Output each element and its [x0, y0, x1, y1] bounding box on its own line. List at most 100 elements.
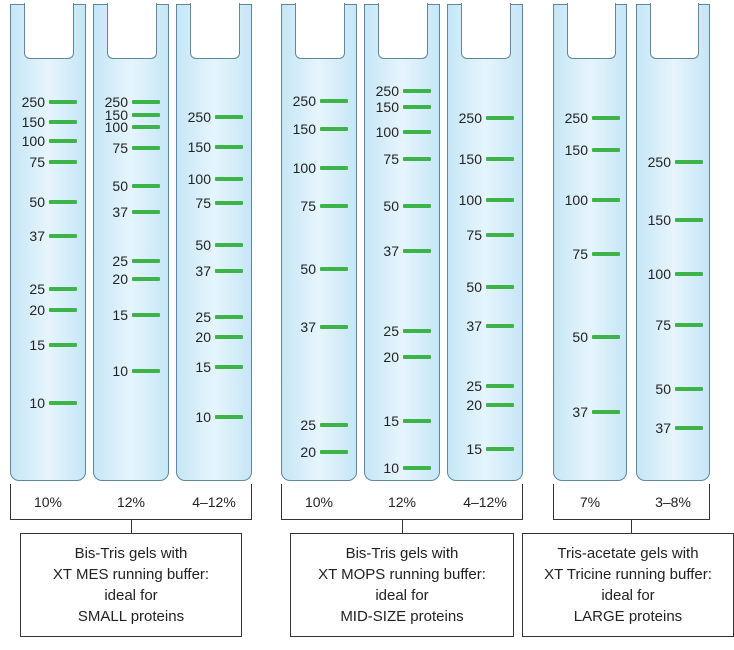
gel-percentage-label: 10% — [33, 494, 63, 510]
marker-size-label: 20 — [383, 349, 399, 366]
marker-size-label: 37 — [29, 227, 45, 244]
marker-band — [132, 369, 160, 374]
marker-size-label: 20 — [466, 397, 482, 414]
ladder-marker: 100 — [179, 172, 243, 186]
ladder-marker: 50 — [367, 199, 431, 213]
description-line: Tris-acetate gels with — [557, 545, 699, 562]
ladder-marker: 75 — [450, 228, 514, 242]
marker-band — [592, 148, 620, 152]
ladder-marker: 250 — [556, 111, 620, 125]
marker-size-label: 100 — [21, 132, 45, 149]
ladder-marker: 25 — [13, 282, 77, 296]
marker-band — [320, 166, 348, 171]
gel-well — [190, 3, 240, 59]
marker-size-label: 10 — [29, 394, 45, 411]
marker-band — [49, 233, 77, 238]
marker-size-label: 37 — [112, 204, 128, 221]
marker-band — [320, 266, 348, 271]
marker-size-label: 50 — [112, 177, 128, 194]
marker-size-label: 15 — [383, 412, 399, 429]
ladder-marker: 10 — [367, 461, 431, 475]
gel-lane: 250 150 100 75 50 37 25 20 — [281, 3, 357, 481]
marker-band — [320, 127, 348, 132]
ladder-marker: 75 — [284, 199, 348, 213]
gel-well — [461, 3, 511, 59]
marker-band — [215, 200, 243, 205]
ladder-marker: 150 — [179, 140, 243, 154]
marker-size-label: 250 — [458, 110, 482, 127]
ladder-marker: 75 — [639, 318, 703, 332]
marker-band — [403, 465, 431, 470]
marker-size-label: 150 — [375, 99, 399, 116]
marker-band — [49, 200, 77, 205]
marker-size-label: 10 — [112, 363, 128, 380]
ladder-marker: 250 — [179, 110, 243, 124]
marker-band — [486, 403, 514, 408]
marker-size-label: 37 — [383, 243, 399, 260]
marker-band — [486, 116, 514, 121]
marker-band — [49, 307, 77, 312]
group-bracket — [10, 484, 252, 520]
marker-size-label: 75 — [655, 317, 671, 334]
marker-band — [675, 426, 703, 431]
marker-size-label: 50 — [466, 278, 482, 295]
marker-band — [486, 384, 514, 389]
marker-band — [592, 198, 620, 203]
ladder-marker: 100 — [367, 125, 431, 139]
ladder-marker: 50 — [639, 382, 703, 396]
ladder-marker: 50 — [179, 238, 243, 252]
marker-size-label: 50 — [383, 197, 399, 214]
marker-band — [403, 418, 431, 423]
description-line: LARGE proteins — [573, 608, 683, 625]
ladder-marker: 20 — [179, 330, 243, 344]
marker-band — [215, 115, 243, 120]
bracket-connector — [631, 520, 633, 533]
ladder-marker: 250 — [450, 111, 514, 125]
description-line: Bis-Tris gels with — [345, 545, 459, 562]
ladder-marker: 25 — [367, 324, 431, 338]
marker-band — [320, 423, 348, 428]
marker-size-label: 15 — [466, 441, 482, 458]
ladder-marker: 15 — [13, 338, 77, 352]
marker-size-label: 250 — [104, 93, 128, 110]
marker-band — [675, 218, 703, 223]
gel-lane: 250 150 100 75 50 37 25 20 15 10 — [176, 3, 252, 481]
marker-band — [403, 329, 431, 334]
marker-band — [403, 355, 431, 360]
marker-band — [49, 119, 77, 124]
ladder-marker: 100 — [450, 193, 514, 207]
description-line: MID-SIZE proteins — [340, 608, 464, 625]
marker-band — [592, 409, 620, 414]
ladder-marker: 50 — [284, 262, 348, 276]
marker-band — [132, 124, 160, 129]
description-line: ideal for — [375, 587, 429, 604]
gel-well — [567, 3, 616, 59]
marker-size-label: 37 — [466, 317, 482, 334]
marker-band — [486, 232, 514, 237]
ladder-marker: 250 — [13, 95, 77, 109]
ladder-marker: 250 — [96, 95, 160, 109]
marker-size-label: 25 — [300, 417, 316, 434]
marker-band — [403, 105, 431, 110]
ladder-marker: 25 — [450, 379, 514, 393]
ladder-marker: 50 — [13, 195, 77, 209]
marker-size-label: 100 — [104, 118, 128, 135]
marker-size-label: 37 — [655, 420, 671, 437]
marker-band — [486, 323, 514, 328]
marker-band — [675, 323, 703, 328]
marker-band — [215, 269, 243, 274]
ladder-marker: 50 — [96, 179, 160, 193]
ladder-marker: 75 — [556, 247, 620, 261]
marker-band — [49, 99, 77, 104]
marker-size-label: 25 — [195, 309, 211, 326]
marker-band — [403, 129, 431, 134]
marker-band — [132, 112, 160, 117]
marker-size-label: 37 — [300, 319, 316, 336]
gel-well — [650, 3, 699, 59]
ladder-marker: 250 — [367, 84, 431, 98]
ladder-marker: 15 — [367, 414, 431, 428]
ladder-marker: 37 — [13, 229, 77, 243]
marker-size-label: 100 — [187, 171, 211, 188]
marker-band — [592, 335, 620, 340]
gel-percentage-label: 3–8% — [655, 494, 691, 510]
